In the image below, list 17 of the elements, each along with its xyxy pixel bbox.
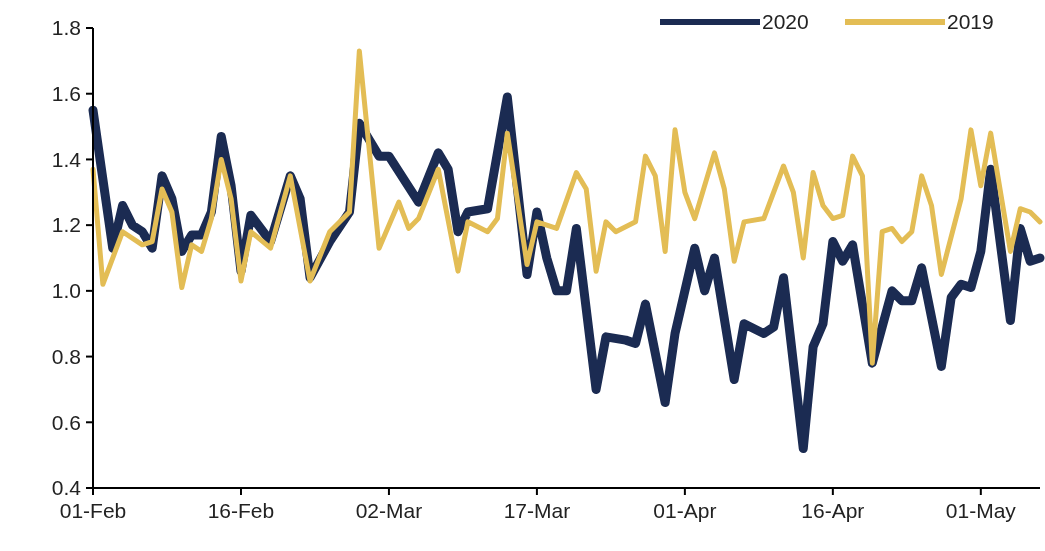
y-tick-label: 1.6 [51, 82, 81, 106]
legend-label: 2020 [762, 10, 809, 34]
x-tick-label: 16-Apr [801, 499, 865, 522]
x-tick-label: 17-Mar [503, 499, 571, 522]
y-tick-label: 1.2 [51, 213, 81, 237]
x-tick-label: 02-Mar [355, 499, 423, 522]
y-tick-label: 0.6 [51, 410, 81, 434]
legend-label: 2019 [947, 10, 994, 34]
x-tick-label: 16-Feb [207, 499, 275, 522]
y-tick-label: 1.4 [51, 147, 82, 171]
x-tick-label: 01-Apr [653, 499, 717, 522]
y-tick-label: 1.0 [51, 279, 81, 303]
y-tick-label: 1.8 [51, 16, 81, 40]
x-tick-label: 01-Feb [59, 499, 127, 522]
x-tick-label: 01-May [945, 499, 1017, 522]
y-tick-label: 0.4 [51, 476, 82, 500]
y-tick-label: 0.8 [51, 344, 81, 368]
